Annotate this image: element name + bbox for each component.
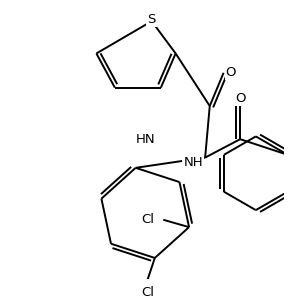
Text: S: S	[147, 13, 156, 26]
Text: O: O	[226, 66, 236, 79]
Text: HN: HN	[136, 133, 155, 146]
Text: Cl: Cl	[141, 286, 154, 299]
Text: O: O	[235, 92, 245, 105]
Text: Cl: Cl	[141, 213, 154, 226]
Text: NH: NH	[183, 156, 203, 169]
